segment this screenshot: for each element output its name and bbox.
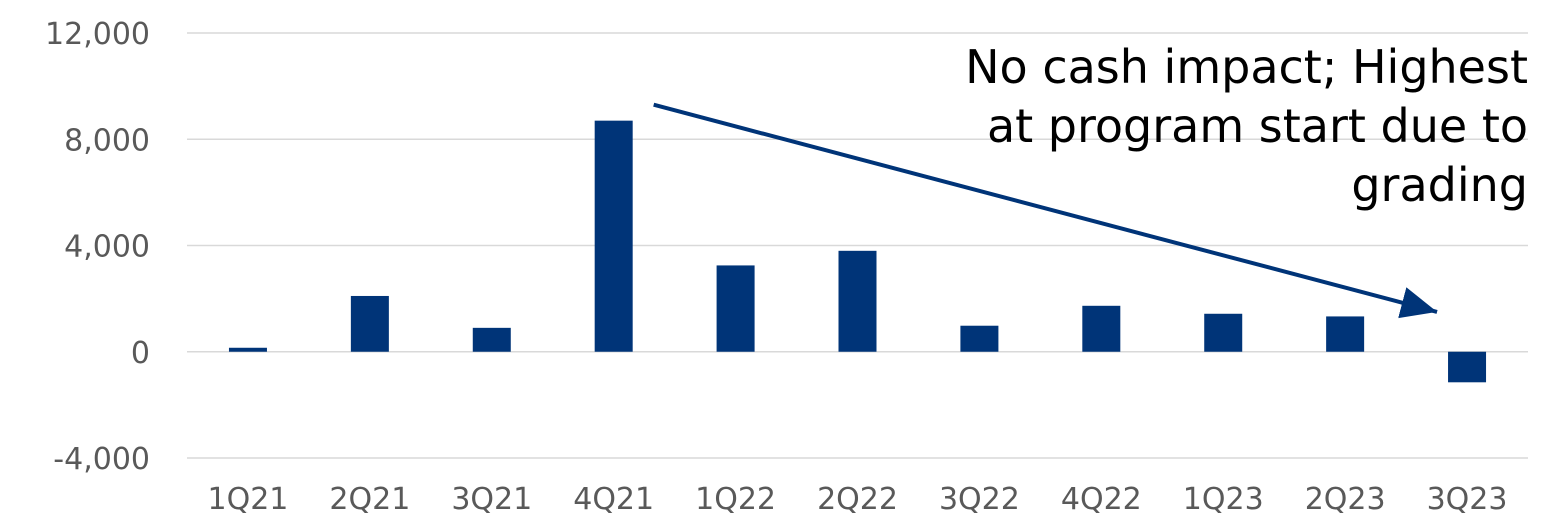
bars [228,120,1487,383]
x-tick-label: 3Q21 [451,482,532,517]
bar-1Q23 [1204,313,1243,352]
bar-2Q23 [1326,316,1365,352]
bar-3Q22 [960,325,999,352]
x-tick-label: 1Q23 [1183,482,1264,517]
y-tick-label: 8,000 [64,123,150,158]
y-tick-label: -4,000 [53,442,150,477]
bar-4Q22 [1082,305,1121,352]
annotation-line-2: at program start due to [987,99,1528,153]
bar-1Q21 [228,347,267,352]
y-axis-tick-labels: -4,000 0 4,000 8,000 12,000 [45,17,150,477]
bar-3Q23 [1448,351,1487,383]
x-tick-label: 1Q22 [695,482,776,517]
x-tick-label: 4Q21 [573,482,654,517]
bar-4Q21 [594,120,633,352]
x-tick-label: 3Q22 [939,482,1020,517]
x-tick-label: 2Q22 [817,482,898,517]
y-tick-label: 0 [131,336,150,371]
annotation: No cash impact; Highest at program start… [653,40,1528,319]
x-tick-label: 3Q23 [1427,482,1508,517]
x-tick-label: 4Q22 [1061,482,1142,517]
bar-2Q21 [350,295,389,352]
bar-2Q22 [838,250,877,352]
annotation-line-1: No cash impact; Highest [965,40,1528,94]
y-tick-label: 4,000 [64,230,150,265]
y-tick-label: 12,000 [45,17,150,52]
gridlines [187,32,1528,459]
bar-3Q21 [472,327,511,352]
x-tick-label: 2Q21 [329,482,410,517]
trend-arrow [653,102,1438,319]
x-tick-label: 2Q23 [1305,482,1386,517]
annotation-line-3: grading [1351,158,1528,212]
x-axis-tick-labels: 1Q21 2Q21 3Q21 4Q21 1Q22 2Q22 3Q22 4Q22 1Q23 2Q23… [208,482,1508,517]
x-tick-label: 1Q21 [208,482,289,517]
bar-1Q22 [716,265,755,352]
